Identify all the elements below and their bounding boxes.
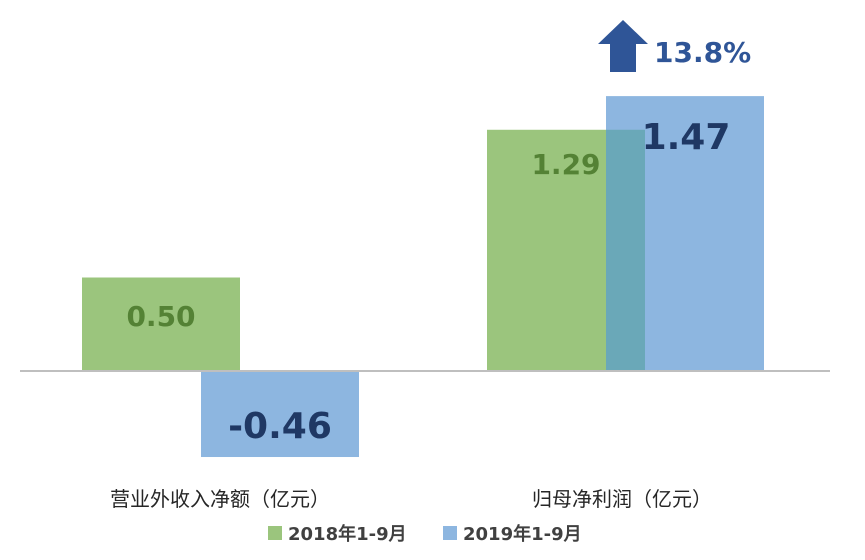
data-label-2018-cat0: 0.50 [126, 300, 195, 333]
category-labels: 营业外收入净额（亿元） 归母净利润（亿元） [110, 487, 712, 511]
legend-item-2019: 2019年1-9月 [443, 520, 582, 546]
arrow-up-icon [598, 20, 648, 72]
data-label-2019-cat1: 1.47 [642, 117, 731, 158]
category-label-net-profit: 归母净利润（亿元） [532, 487, 712, 511]
legend-label-2018: 2018年1-9月 [288, 524, 407, 545]
legend-swatch-2018 [268, 526, 282, 540]
labels-group: 0.50 -0.46 1.29 1.47 [126, 117, 730, 447]
legend-label-2019: 2019年1-9月 [463, 524, 582, 545]
bar-2019-cat0 [201, 371, 359, 458]
growth-label: 13.8% [654, 36, 751, 69]
bar-overlap-cat1 [606, 129, 645, 371]
legend: 2018年1-9月 2019年1-9月 [0, 520, 865, 550]
growth-annotation: 13.8% [598, 20, 751, 72]
data-label-2018-cat1: 1.29 [531, 148, 600, 181]
bars-group [82, 96, 764, 458]
bar-2018-cat0 [82, 277, 240, 371]
legend-item-2018: 2018年1-9月 [268, 520, 407, 546]
legend-swatch-2019 [443, 526, 457, 540]
category-label-non-operating-income: 营业外收入净额（亿元） [110, 487, 330, 511]
data-label-2019-cat0: -0.46 [228, 406, 332, 447]
